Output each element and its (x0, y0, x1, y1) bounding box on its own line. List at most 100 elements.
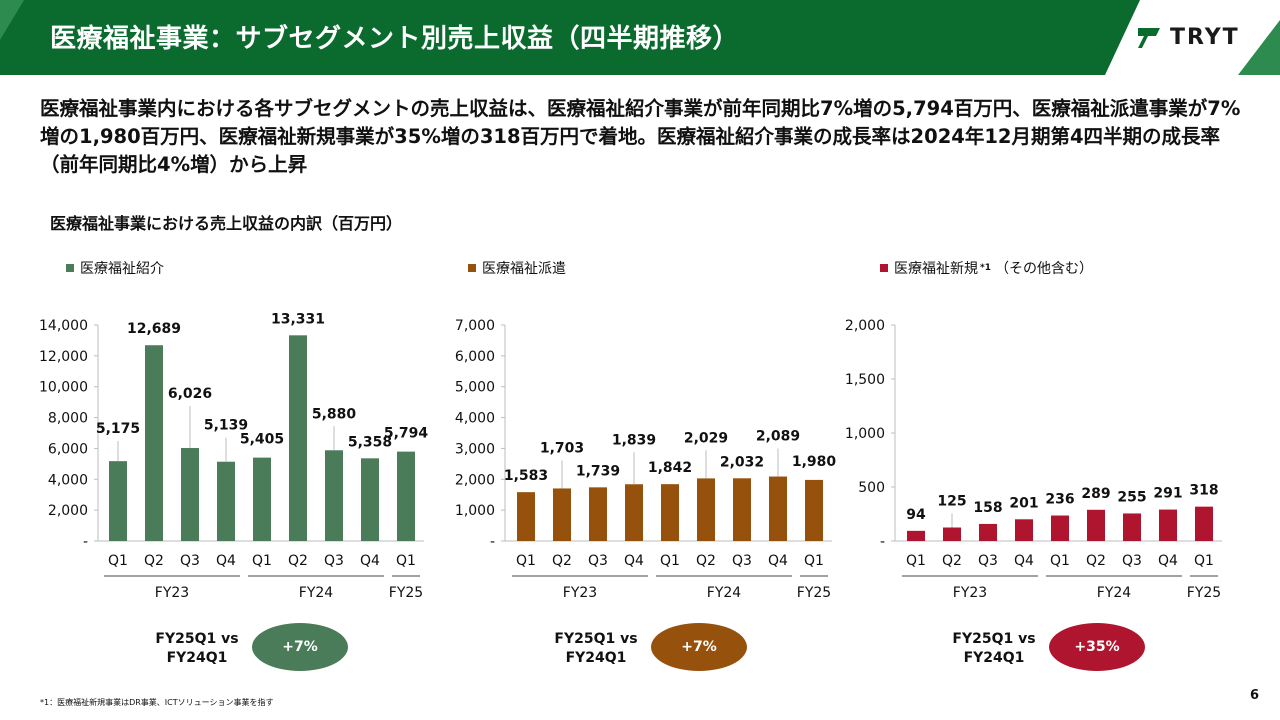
x-tick-label: Q4 (768, 553, 788, 569)
y-tick-label: 10,000 (39, 380, 88, 396)
comparison-label-line1: FY25Q1 vs (952, 631, 1036, 647)
x-tick-label: Q3 (1122, 553, 1142, 569)
data-label: 5,794 (384, 426, 429, 442)
growth-badge: +35% (1049, 623, 1145, 671)
y-tick-label: 5,000 (455, 380, 495, 396)
y-tick-label: - (880, 534, 885, 550)
comparison-label-line1: FY25Q1 vs (155, 631, 239, 647)
legend-suffix: （その他含む） (994, 261, 1093, 277)
bar (943, 527, 961, 541)
x-tick-label: Q1 (1050, 553, 1070, 569)
comparison-label: FY25Q1 vs FY24Q1 (536, 630, 656, 668)
group-label: FY24 (299, 585, 334, 601)
legend-swatch (66, 264, 74, 272)
data-label: 255 (1117, 489, 1146, 505)
y-tick-label: - (83, 534, 88, 550)
data-label: 1,839 (612, 432, 656, 448)
lead-summary: 医療福祉事業内における各サブセグメントの売上収益は、医療福祉紹介事業が前年同期比… (40, 97, 1241, 176)
x-tick-label: Q1 (396, 553, 416, 569)
bar (733, 478, 751, 541)
bar (805, 479, 823, 541)
data-label: 289 (1081, 486, 1110, 502)
x-tick-label: Q1 (108, 553, 128, 569)
x-tick-label: Q1 (804, 553, 824, 569)
bar (1195, 506, 1213, 541)
x-tick-label: Q4 (1014, 553, 1034, 569)
x-tick-label: Q3 (324, 553, 344, 569)
x-tick-label: Q4 (216, 553, 236, 569)
data-label: 5,358 (348, 434, 392, 450)
y-tick-label: 2,000 (48, 503, 88, 519)
y-tick-label: 6,000 (455, 349, 495, 365)
group-label: FY24 (707, 585, 742, 601)
data-label: 2,029 (684, 430, 728, 446)
data-label: 1,703 (540, 440, 584, 456)
y-tick-label: 2,000 (455, 472, 495, 488)
footnote: *1：医療福祉新規事業はDR事業、ICTソリューション事業を指す (40, 698, 274, 707)
group-label: FY23 (563, 585, 597, 601)
header-band (0, 0, 1280, 75)
data-label: 1,980 (792, 454, 837, 470)
group-label: FY23 (155, 585, 189, 601)
x-tick-label: Q2 (696, 553, 716, 569)
x-tick-label: Q3 (588, 553, 608, 569)
x-tick-label: Q2 (288, 553, 308, 569)
bar (217, 461, 235, 541)
data-label: 6,026 (168, 386, 212, 402)
bar (661, 484, 679, 541)
y-tick-label: 1,500 (845, 372, 885, 388)
data-label: 1,583 (504, 468, 548, 484)
group-label: FY25 (797, 585, 831, 601)
growth-badge: +7% (651, 623, 747, 671)
tryt-logo: TRYT (1136, 22, 1240, 52)
bar (907, 530, 925, 541)
comparison-label-line1: FY25Q1 vs (554, 631, 638, 647)
bar (1123, 513, 1141, 541)
group-label: FY25 (1187, 585, 1221, 601)
data-label: 291 (1153, 486, 1182, 502)
x-tick-label: Q1 (906, 553, 926, 569)
legend-label: 医療福祉派遣 (482, 261, 566, 277)
data-label: 13,331 (271, 311, 325, 327)
y-tick-label: 8,000 (48, 411, 88, 427)
x-tick-label: Q2 (942, 553, 962, 569)
data-label: 5,880 (312, 406, 357, 422)
data-label: 1,842 (648, 460, 692, 476)
page-number: 6 (1250, 688, 1260, 703)
x-tick-label: Q2 (1086, 553, 1106, 569)
group-label: FY25 (389, 585, 423, 601)
data-label: 2,089 (756, 429, 800, 445)
breakdown-title: 医療福祉事業における売上収益の内訳（百万円） (50, 214, 403, 233)
y-tick-label: 7,000 (455, 318, 495, 334)
y-tick-label: - (490, 534, 495, 550)
bar (1051, 515, 1069, 541)
bar (1015, 519, 1033, 541)
group-label: FY24 (1097, 585, 1132, 601)
growth-badge: +7% (252, 623, 348, 671)
y-tick-label: 1,000 (845, 426, 885, 442)
x-tick-label: Q2 (144, 553, 164, 569)
y-tick-label: 14,000 (39, 318, 88, 334)
data-label: 125 (937, 494, 966, 510)
x-tick-label: Q1 (1194, 553, 1214, 569)
bar (979, 523, 997, 541)
x-tick-label: Q4 (360, 553, 380, 569)
y-tick-label: 1,000 (455, 503, 495, 519)
y-tick-label: 2,000 (845, 318, 885, 334)
data-label: 2,032 (720, 454, 764, 470)
legend-dispatch: 医療福祉派遣 (468, 258, 566, 278)
x-tick-label: Q4 (1158, 553, 1178, 569)
x-tick-label: Q3 (978, 553, 998, 569)
comparison-label-line2: FY24Q1 (166, 650, 228, 666)
bar (517, 492, 535, 541)
bar (625, 484, 643, 541)
legend-label: 医療福祉新規 (894, 261, 978, 277)
bar (553, 488, 571, 541)
x-tick-label: Q2 (552, 553, 572, 569)
comparison-label-line2: FY24Q1 (565, 650, 627, 666)
y-tick-label: 4,000 (455, 411, 495, 427)
data-label: 5,175 (96, 421, 140, 437)
data-label: 1,739 (576, 463, 620, 479)
bar (589, 487, 607, 541)
